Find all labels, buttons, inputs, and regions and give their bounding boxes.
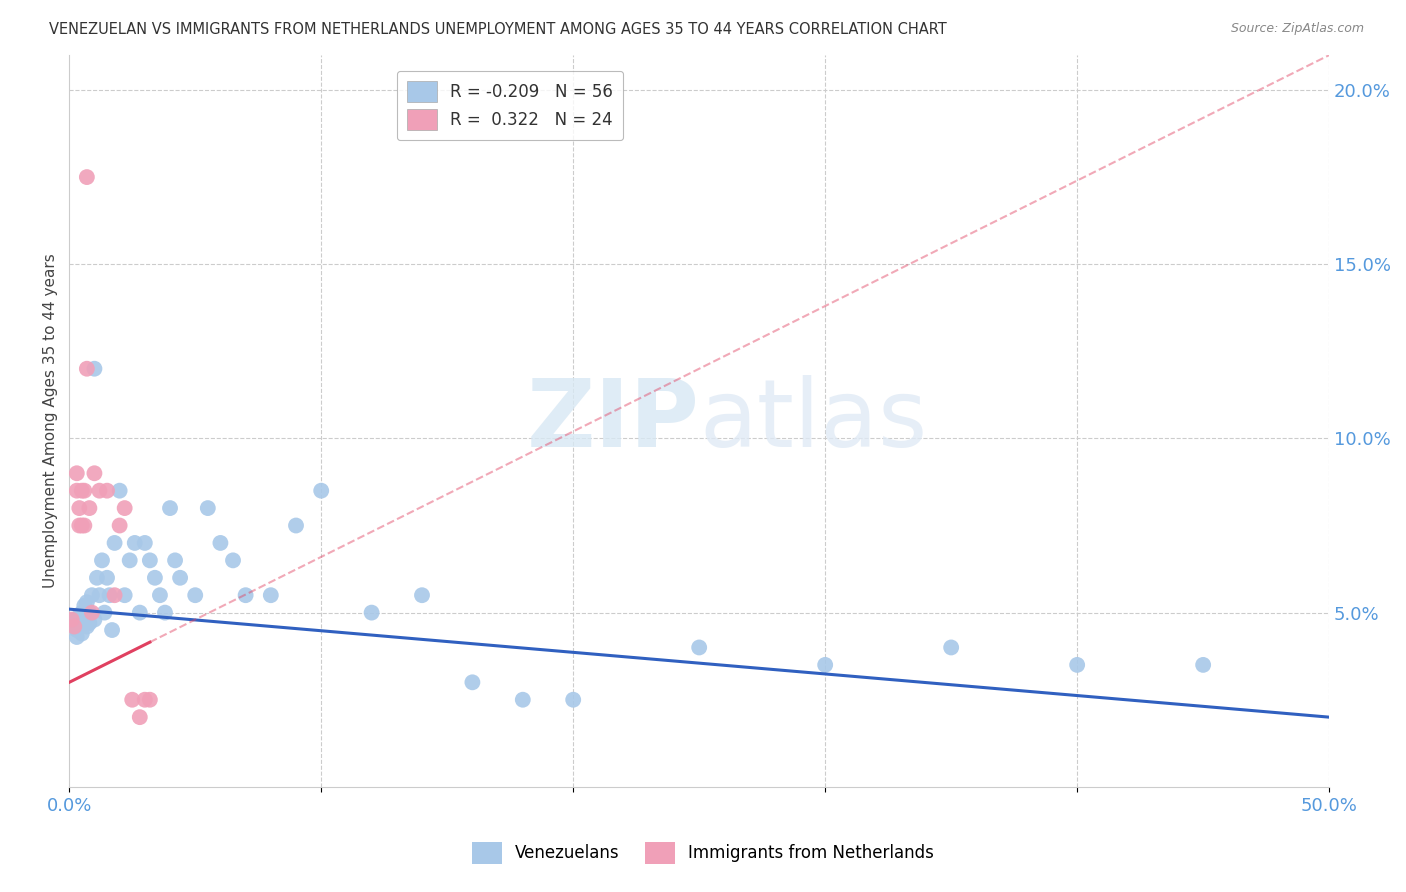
- Point: [169, 571, 191, 585]
- Point: [67, 518, 90, 533]
- Point: [76, 619, 98, 633]
- Point: [128, 710, 150, 724]
- Point: [103, 536, 125, 550]
- Point: [134, 536, 156, 550]
- Point: [235, 588, 257, 602]
- Point: [79, 606, 101, 620]
- Point: [73, 518, 96, 533]
- Point: [197, 501, 219, 516]
- Point: [93, 606, 115, 620]
- Point: [309, 483, 332, 498]
- Point: [260, 588, 283, 602]
- Point: [73, 599, 96, 613]
- Point: [60, 616, 83, 631]
- Point: [114, 588, 136, 602]
- Point: [114, 501, 136, 516]
- Point: [562, 692, 585, 706]
- Point: [66, 623, 89, 637]
- Point: [153, 606, 176, 620]
- Point: [222, 553, 245, 567]
- Point: [103, 588, 125, 602]
- Point: [60, 613, 83, 627]
- Text: VENEZUELAN VS IMMIGRANTS FROM NETHERLANDS UNEMPLOYMENT AMONG AGES 35 TO 44 YEARS: VENEZUELAN VS IMMIGRANTS FROM NETHERLAND…: [49, 22, 948, 37]
- Point: [67, 609, 90, 624]
- Point: [86, 571, 108, 585]
- Point: [67, 501, 90, 516]
- Text: atlas: atlas: [699, 375, 928, 467]
- Point: [121, 692, 143, 706]
- Point: [1192, 657, 1215, 672]
- Point: [70, 606, 93, 620]
- Point: [108, 518, 131, 533]
- Point: [96, 571, 118, 585]
- Point: [285, 518, 308, 533]
- Point: [73, 613, 96, 627]
- Point: [83, 467, 105, 481]
- Point: [89, 588, 111, 602]
- Point: [73, 483, 96, 498]
- Text: ZIP: ZIP: [526, 375, 699, 467]
- Point: [101, 623, 124, 637]
- Point: [76, 170, 98, 185]
- Point: [139, 692, 162, 706]
- Point: [360, 606, 382, 620]
- Point: [512, 692, 534, 706]
- Point: [159, 501, 181, 516]
- Point: [76, 361, 98, 376]
- Point: [1066, 657, 1088, 672]
- Text: Source: ZipAtlas.com: Source: ZipAtlas.com: [1230, 22, 1364, 36]
- Point: [83, 613, 105, 627]
- Point: [70, 518, 93, 533]
- Point: [79, 501, 101, 516]
- Point: [134, 692, 156, 706]
- Point: [688, 640, 710, 655]
- Point: [91, 553, 114, 567]
- Point: [143, 571, 166, 585]
- Point: [118, 553, 141, 567]
- Point: [79, 616, 101, 631]
- Point: [70, 483, 93, 498]
- Point: [165, 553, 187, 567]
- Point: [814, 657, 837, 672]
- Point: [124, 536, 146, 550]
- Point: [76, 595, 98, 609]
- Point: [461, 675, 484, 690]
- Point: [83, 361, 105, 376]
- Point: [66, 467, 89, 481]
- Legend: R = -0.209   N = 56, R =  0.322   N = 24: R = -0.209 N = 56, R = 0.322 N = 24: [396, 70, 623, 140]
- Point: [96, 483, 118, 498]
- Point: [98, 588, 121, 602]
- Point: [941, 640, 963, 655]
- Point: [128, 606, 150, 620]
- Point: [66, 483, 89, 498]
- Point: [149, 588, 172, 602]
- Point: [70, 626, 93, 640]
- Point: [63, 619, 86, 633]
- Point: [108, 483, 131, 498]
- Y-axis label: Unemployment Among Ages 35 to 44 years: Unemployment Among Ages 35 to 44 years: [44, 253, 58, 589]
- Point: [63, 613, 86, 627]
- Point: [184, 588, 207, 602]
- Point: [411, 588, 433, 602]
- Point: [66, 630, 89, 644]
- Point: [209, 536, 232, 550]
- Point: [67, 619, 90, 633]
- Point: [89, 483, 111, 498]
- Legend: Venezuelans, Immigrants from Netherlands: Venezuelans, Immigrants from Netherlands: [465, 836, 941, 871]
- Point: [80, 588, 103, 602]
- Point: [80, 606, 103, 620]
- Point: [139, 553, 162, 567]
